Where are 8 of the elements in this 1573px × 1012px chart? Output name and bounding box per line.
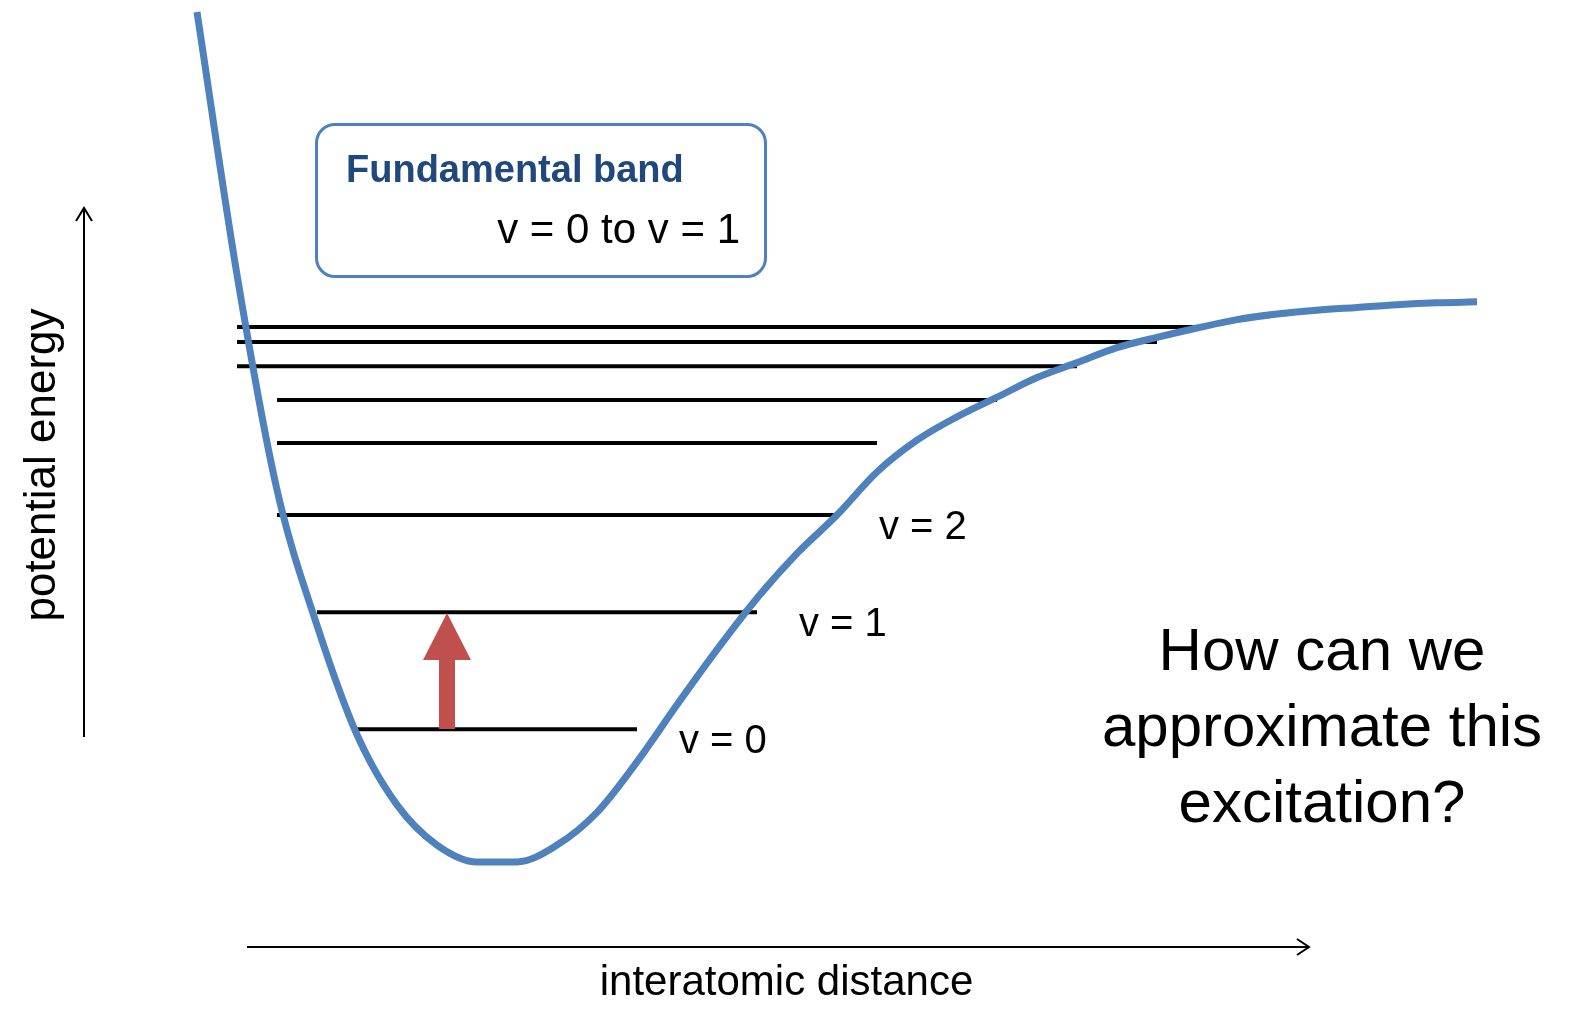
series-label: v = 2 [879, 503, 967, 549]
annotation: v = 0 to v = 1 [496, 205, 740, 253]
annotation: Fundamental band [346, 148, 684, 191]
x-axis-title: interatomic distance [598, 957, 975, 1005]
series-label: v = 0 [679, 717, 767, 763]
annotation: How can we approximate this excitation? [1100, 615, 1544, 837]
y-axis-title: potential energy [15, 308, 65, 622]
series-label: v = 1 [799, 600, 887, 646]
